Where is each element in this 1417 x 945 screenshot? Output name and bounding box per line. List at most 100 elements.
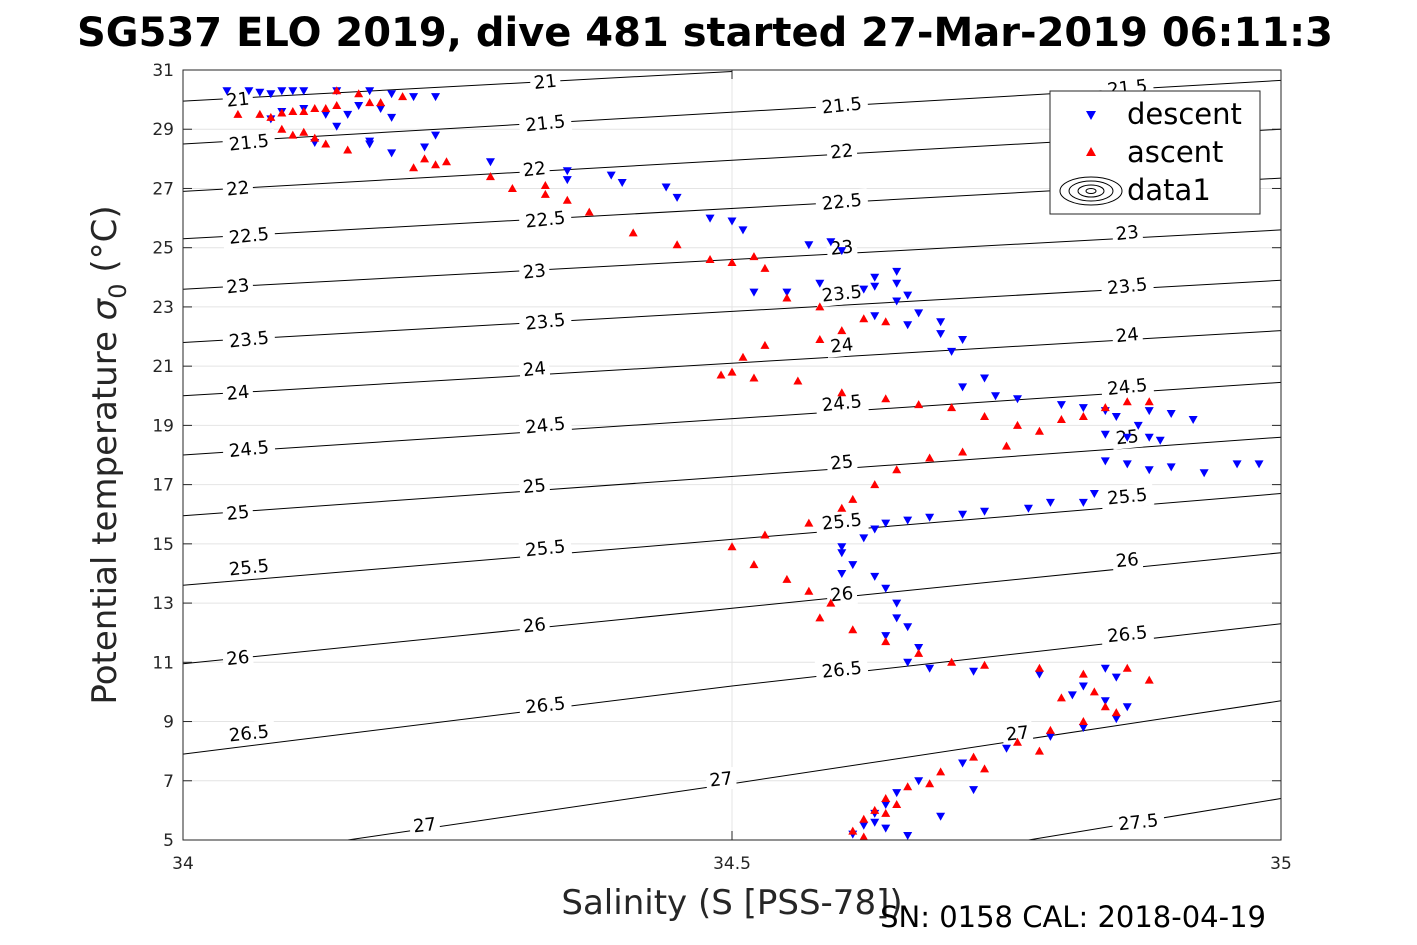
ascent-point	[1111, 708, 1121, 717]
contour-label-bg	[518, 691, 573, 719]
contour-label: 26.5	[1100, 620, 1155, 648]
contour-label: 21	[221, 87, 254, 113]
descent-point	[1002, 744, 1011, 753]
descent-point	[1166, 410, 1176, 419]
ascent-point	[299, 106, 309, 115]
descent-point	[277, 87, 287, 96]
ascent-point	[969, 752, 979, 761]
ascent-point	[332, 86, 342, 95]
ascent-point	[738, 352, 748, 361]
descent-point	[804, 241, 814, 250]
ascent-point	[1045, 725, 1055, 734]
contour-label: 24.5	[814, 389, 869, 417]
contour-label-text: 21	[225, 88, 250, 111]
contour-label-bg	[518, 156, 551, 182]
contour-label-bg	[825, 449, 858, 475]
descent-point	[749, 288, 759, 297]
legend-box	[1049, 90, 1261, 215]
contour-label-text: 26.5	[228, 721, 270, 746]
descent-point	[343, 110, 353, 119]
ascent-point	[1078, 669, 1088, 678]
contour-label-bg	[814, 91, 869, 120]
contour-label-bg	[1111, 322, 1144, 348]
descent-point	[1133, 421, 1143, 430]
contour-label: 24.5	[1100, 373, 1155, 401]
contour-label: 25.5	[518, 534, 573, 562]
contour-line-25	[182, 436, 1282, 517]
ascent-point	[233, 109, 243, 118]
contour-label-bg	[1001, 720, 1034, 746]
contour-label: 24	[518, 356, 551, 382]
ascent-point	[628, 228, 638, 237]
legend-descent-label: descent	[1127, 97, 1242, 131]
descent-point	[903, 623, 913, 632]
descent-point	[903, 291, 913, 300]
ascent-point	[892, 799, 902, 808]
ascent-point	[299, 127, 309, 136]
contour-label-text: 22	[225, 177, 250, 200]
descent-point	[672, 193, 682, 202]
descent-point	[892, 297, 902, 306]
contour-label-bg	[825, 138, 858, 164]
ascent-point	[826, 598, 836, 607]
contour-label-bg	[704, 766, 738, 792]
descent-point	[365, 137, 375, 146]
y-tick-label: 9	[163, 713, 174, 733]
descent-point	[1100, 697, 1110, 706]
contour-label-text: 24.5	[524, 413, 566, 438]
ascent-point	[431, 160, 441, 169]
descent-point	[1111, 715, 1121, 724]
ascent-point	[881, 794, 891, 803]
descent-point	[1144, 407, 1154, 416]
descent-point	[881, 632, 891, 641]
descent-point	[826, 238, 836, 247]
contour-label: 22.5	[221, 222, 276, 250]
ascent-point	[925, 779, 935, 788]
legend-ascent-marker	[1086, 147, 1096, 156]
contour-label: 23.5	[814, 279, 869, 308]
descent-point	[903, 658, 913, 667]
contour-label-bg	[518, 612, 551, 638]
contour-label: 23	[518, 258, 551, 284]
ascent-point	[716, 370, 726, 379]
y-axis-label-subscript: 0	[104, 283, 132, 298]
legend-ascent-label: ascent	[1127, 135, 1223, 169]
ascent-point	[321, 139, 331, 148]
ascent-point	[892, 465, 902, 474]
contour-label-text: 26	[522, 614, 547, 637]
descent-point	[1111, 673, 1121, 682]
contour-label-bg	[1100, 373, 1155, 401]
contour-label-bg	[221, 645, 254, 671]
ascent-point	[958, 447, 968, 456]
descent-point	[925, 664, 935, 673]
contour-label-bg	[518, 308, 573, 336]
contour-label-text: 23.5	[524, 310, 566, 335]
descent-point	[925, 513, 935, 522]
descent-point	[321, 110, 331, 119]
ascent-point	[881, 317, 891, 326]
ascent-point	[332, 101, 342, 110]
ascent-point	[1122, 663, 1132, 672]
contour-label-text: 22.5	[524, 208, 566, 233]
descent-point	[980, 507, 990, 516]
descent-point	[837, 569, 847, 578]
contour-label-text: 25	[522, 475, 547, 498]
ascent-point	[859, 314, 869, 323]
contour-label-text: 24	[522, 358, 547, 381]
ascent-point	[749, 252, 759, 261]
descent-point	[936, 318, 946, 327]
contour-label-text: 27.5	[1117, 810, 1159, 835]
ascent-point	[881, 394, 891, 403]
descent-point	[738, 226, 748, 235]
ascent-point	[1002, 441, 1011, 450]
descent-point	[409, 93, 419, 102]
ascent-point	[485, 172, 495, 181]
contour-label-text: 26.5	[524, 693, 566, 718]
ascent-point	[815, 302, 825, 311]
contour-label: 24	[825, 332, 858, 358]
ascent-point	[815, 613, 825, 622]
contour-label-text: 26.5	[821, 658, 863, 683]
ascent-point	[749, 373, 759, 382]
contour-label: 22.5	[518, 205, 573, 234]
descent-point	[562, 176, 572, 185]
